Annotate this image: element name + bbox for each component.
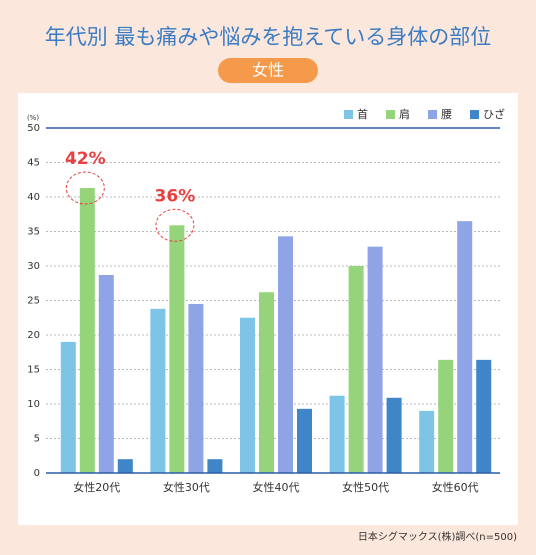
x-tick-label: 女性60代	[432, 480, 479, 494]
bar	[188, 303, 204, 473]
bar	[476, 359, 492, 473]
y-tick-label: 0	[34, 468, 40, 479]
x-tick-label: 女性20代	[73, 480, 120, 494]
bar	[278, 236, 293, 473]
subtitle: 女性	[252, 61, 284, 80]
bar	[98, 274, 114, 473]
y-unit: (%)	[27, 114, 39, 122]
highlight-circle	[65, 171, 105, 205]
bar	[297, 408, 312, 473]
y-tick-label: 45	[27, 158, 40, 169]
chart-title: 年代別 最も痛みや悩みを抱えている身体の部位	[45, 25, 492, 49]
bar	[60, 341, 76, 473]
legend-label: ひざ	[483, 107, 505, 121]
bar	[207, 459, 223, 473]
subtitle-badge	[218, 58, 318, 83]
y-tick-label: 35	[27, 227, 40, 238]
y-tick-label: 5	[34, 434, 40, 445]
x-tick-label: 女性40代	[253, 480, 300, 494]
annotation: 36%	[155, 186, 196, 206]
legend-label: 腰	[441, 108, 452, 121]
legend-swatch	[428, 110, 437, 119]
bar	[457, 221, 473, 473]
bar	[79, 188, 95, 473]
annotation: 42%	[65, 149, 106, 169]
bar	[169, 225, 185, 473]
x-tick-label: 女性30代	[163, 480, 210, 494]
source: 日本シグマックス(株)調べ(n=500)	[358, 530, 517, 543]
bar	[259, 292, 274, 473]
y-tick-label: 20	[27, 330, 40, 341]
legend-swatch	[344, 110, 353, 119]
bar	[419, 410, 435, 473]
legend-swatch	[386, 110, 395, 119]
bar	[329, 395, 345, 473]
bar	[348, 266, 364, 473]
highlight-circle	[155, 208, 195, 242]
bar	[117, 459, 133, 473]
y-tick-label: 25	[27, 296, 40, 307]
bar	[367, 246, 383, 473]
legend-label: 肩	[399, 107, 410, 121]
legend-label: 首	[357, 107, 368, 121]
bar	[386, 397, 402, 473]
y-tick-label: 40	[27, 192, 40, 203]
x-tick-label: 女性50代	[342, 480, 389, 494]
legend-swatch	[470, 110, 479, 119]
y-tick-label: 10	[27, 399, 40, 410]
bar	[150, 308, 166, 473]
bar	[240, 317, 255, 473]
y-tick-label: 50	[27, 123, 40, 134]
y-tick-label: 30	[27, 261, 40, 272]
bar	[438, 359, 454, 473]
y-tick-label: 15	[27, 365, 40, 376]
